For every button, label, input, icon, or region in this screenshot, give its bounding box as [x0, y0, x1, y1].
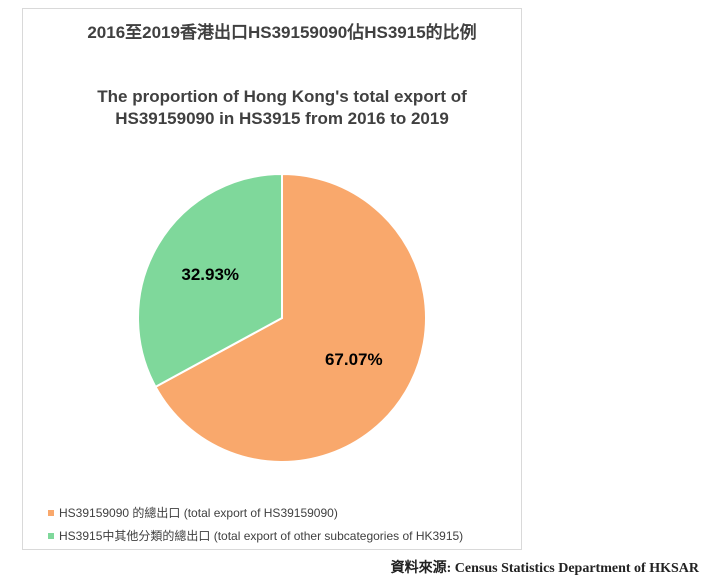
legend-marker — [48, 532, 54, 539]
legend-label: HS3915中其他分類的總出口 (total export of other s… — [59, 529, 464, 543]
legend-label: HS39159090 的總出口 (total export of HS39159… — [59, 506, 338, 520]
chart-frame — [22, 8, 522, 550]
data-label: 32.93% — [181, 265, 239, 284]
data-label: 67.07% — [325, 350, 383, 369]
source-note: 資料來源: Census Statistics Department of HK… — [390, 561, 699, 576]
chart-title: 2016至2019香港出口HS39159090佔HS3915的比例 — [87, 23, 477, 42]
pie-slice — [137, 172, 283, 389]
legend-entry: HS3915中其他分類的總出口 (total export of other s… — [48, 527, 463, 544]
legend-entry: HS39159090 的總出口 (total export of HS39159… — [48, 504, 338, 521]
chart-subtitle: The proportion of Hong Kong's total expo… — [97, 87, 467, 128]
pie-slice — [154, 172, 427, 463]
legend-marker — [48, 509, 54, 516]
